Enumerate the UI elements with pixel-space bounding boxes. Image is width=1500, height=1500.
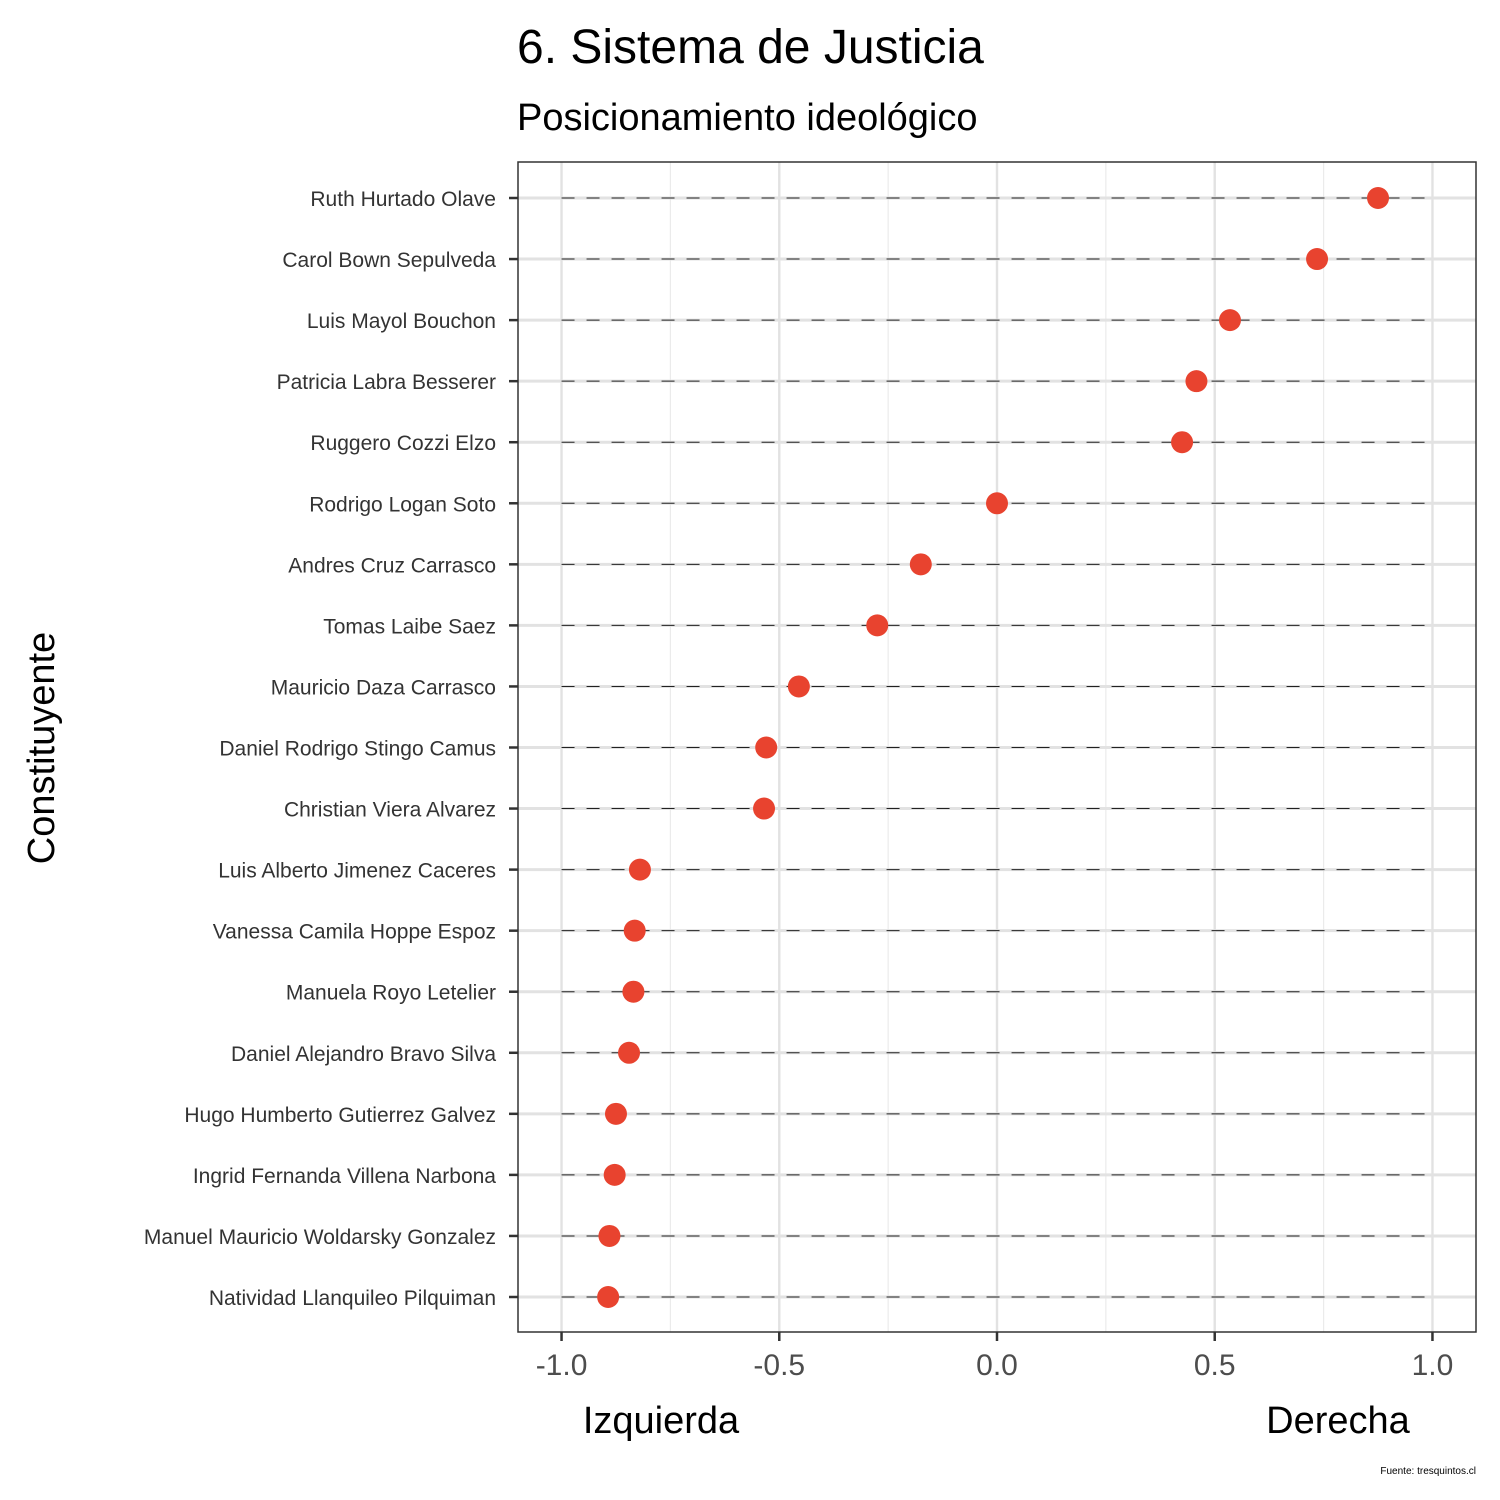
y-tick-label: Rodrigo Logan Soto [309,493,496,516]
y-tick-label: Tomas Laibe Saez [323,615,496,638]
y-tick-label: Ruggero Cozzi Elzo [310,432,496,455]
y-tick-label: Ingrid Fernanda Villena Narbona [193,1165,496,1188]
data-point [1367,187,1390,209]
y-tick-label: Hugo Humberto Gutierrez Galvez [184,1104,496,1127]
data-point [986,492,1008,515]
data-point [753,797,776,820]
chart-title: 6. Sistema de Justicia [517,21,984,74]
data-point [597,1286,620,1308]
y-axis: Ruth Hurtado Olave Carol Bown Sepulveda Lu… [144,188,518,1310]
y-tick-label: Natividad Llanquileo Pilquiman [209,1287,496,1310]
plot-border [517,161,1477,1333]
y-tick-label: Manuela Royo Letelier [286,982,496,1005]
y-tick-label: Andres Cruz Carrasco [288,554,496,577]
x-tick-label: 0.0 [976,1349,1018,1382]
y-tick-label: Ruth Hurtado Olave [310,188,496,211]
y-tick-label: Luis Alberto Jimenez Caceres [218,860,496,883]
source-note: Fuente: tresquintos.cl [1380,1466,1476,1477]
y-tick-label: Mauricio Daza Carrasco [271,676,496,699]
y-tick-label: Christian Viera Alvarez [284,799,496,822]
y-tick-label: Patricia Labra Besserer [277,371,496,394]
x-axis-label-left: Izquierda [583,1400,740,1442]
data-point [909,553,932,576]
x-tick-label: 0.5 [1194,1349,1236,1382]
data-point [1306,248,1329,271]
x-tick-label: -0.5 [753,1349,805,1382]
y-axis-title: Constituyente [21,632,63,864]
data-point [598,1224,621,1247]
data-point [1218,309,1241,332]
points-layer [597,187,1390,1308]
chart-subtitle: Posicionamiento ideológico [517,97,978,139]
y-tick-label: Vanessa Camila Hoppe Espoz [213,921,496,944]
data-point [603,1163,626,1186]
y-tick-label: Daniel Alejandro Bravo Silva [231,1043,496,1066]
data-point [1185,370,1208,393]
data-point [755,736,778,759]
x-tick-label: -1.0 [536,1349,588,1382]
data-point [623,919,646,942]
y-tick-label: Daniel Rodrigo Stingo Camus [219,738,496,761]
data-point [866,614,889,637]
data-point [604,1102,627,1125]
y-tick-label: Luis Mayol Bouchon [307,310,496,333]
data-point [787,675,810,698]
data-point [628,858,651,881]
x-tick-label: 1.0 [1412,1349,1454,1382]
data-point [1171,431,1194,454]
y-tick-label: Carol Bown Sepulveda [282,249,496,272]
data-point [622,980,645,1003]
y-tick-label: Manuel Mauricio Woldarsky Gonzalez [144,1226,496,1249]
row-lines-layer [561,197,1433,1298]
x-axis-label-right: Derecha [1266,1400,1410,1442]
x-axis: -1.0 -0.5 0.0 0.5 1.0 [536,1332,1454,1382]
data-point [618,1041,641,1064]
